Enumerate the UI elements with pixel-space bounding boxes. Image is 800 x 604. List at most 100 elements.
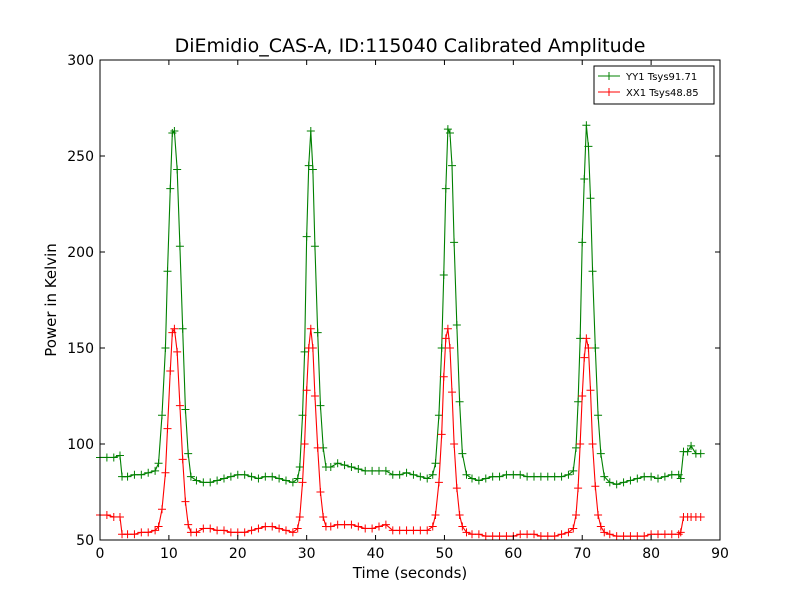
data-point: [443, 324, 452, 333]
data-point: [226, 528, 235, 537]
data-point: [633, 474, 642, 483]
data-point: [468, 530, 476, 539]
data-point: [300, 347, 309, 356]
data-point: [361, 466, 370, 475]
plot-area: 0 10 20 30 40 50 60 70 80 90 50 100 150 200 250 300 YY1 …: [67, 53, 729, 562]
data-point: [268, 472, 277, 481]
data-point: [591, 344, 600, 352]
data-point: [163, 267, 172, 276]
data-point: [481, 532, 490, 541]
data-point: [144, 468, 153, 477]
data-point: [282, 526, 290, 535]
data-point: [452, 320, 461, 329]
data-point: [536, 472, 545, 481]
data-point: [102, 453, 111, 462]
data-point: [580, 175, 589, 184]
data-point: [523, 530, 532, 539]
data-point: [340, 461, 349, 470]
data-point: [170, 127, 179, 136]
data-point: [199, 478, 208, 487]
data-point: [184, 449, 193, 458]
y-tick-label: 150: [67, 341, 94, 357]
data-point: [455, 511, 464, 520]
x-tick-label: 20: [229, 546, 247, 562]
data-point: [388, 470, 397, 479]
data-point: [361, 524, 370, 533]
data-point: [667, 530, 676, 539]
data-point: [626, 532, 635, 541]
data-point: [347, 463, 356, 472]
data-point: [600, 528, 609, 537]
data-point: [594, 511, 603, 520]
data-point: [550, 472, 559, 481]
data-point: [594, 411, 603, 420]
data-point: [509, 470, 518, 479]
x-tick-label: 10: [160, 546, 178, 562]
data-point: [220, 526, 228, 535]
data-point: [654, 474, 662, 483]
data-point: [437, 430, 446, 439]
y-tick-label: 300: [67, 53, 94, 69]
data-point: [582, 121, 591, 130]
data-point: [448, 388, 457, 397]
data-point: [115, 451, 124, 460]
data-point: [158, 411, 166, 420]
data-point: [596, 449, 605, 458]
data-point: [168, 328, 177, 337]
data-point: [448, 161, 457, 170]
data-point: [674, 530, 683, 539]
data-point: [326, 463, 335, 472]
data-point: [523, 472, 532, 481]
data-point: [654, 530, 662, 539]
data-point: [381, 520, 390, 529]
data-point: [640, 472, 649, 481]
legend: YY1 Tsys91.71 XX1 Tsys48.85: [593, 65, 715, 105]
data-point: [240, 470, 249, 479]
data-point: [293, 524, 302, 533]
data-point: [293, 474, 302, 483]
data-point: [660, 530, 669, 539]
data-point: [186, 472, 195, 481]
data-point: [115, 512, 124, 521]
data-point: [423, 526, 432, 535]
data-point: [151, 526, 160, 535]
data-point: [247, 472, 256, 481]
data-point: [431, 459, 440, 468]
data-point: [530, 472, 538, 481]
data-point: [184, 520, 193, 529]
data-point: [298, 478, 307, 487]
data-point: [584, 344, 593, 352]
data-point: [437, 344, 446, 352]
data-point: [173, 165, 182, 174]
data-point: [543, 532, 552, 541]
data-point: [381, 466, 390, 475]
data-point: [576, 440, 585, 448]
series-line-1: [100, 125, 701, 485]
data-point: [175, 401, 184, 410]
data-point: [368, 466, 377, 475]
data-point: [233, 528, 242, 537]
data-point: [696, 449, 705, 458]
data-point: [333, 520, 342, 529]
data-point: [647, 472, 656, 481]
data-point: [181, 497, 190, 506]
data-point: [516, 530, 525, 539]
data-point: [151, 466, 160, 475]
data-point: [308, 165, 317, 174]
data-point: [633, 532, 642, 541]
data-point: [591, 482, 600, 491]
data-point: [313, 328, 322, 337]
data-point: [557, 530, 566, 539]
data-point: [340, 520, 349, 529]
data-point: [402, 526, 411, 535]
data-point: [233, 470, 242, 479]
legend-label-1: YY1 Tsys91.71: [625, 72, 697, 83]
data-point: [308, 344, 317, 352]
data-point: [416, 526, 425, 535]
data-point: [439, 271, 448, 280]
data-point: [474, 476, 483, 485]
data-point: [586, 386, 595, 395]
data-point: [409, 526, 418, 535]
data-point: [443, 125, 452, 134]
data-point: [409, 470, 418, 479]
